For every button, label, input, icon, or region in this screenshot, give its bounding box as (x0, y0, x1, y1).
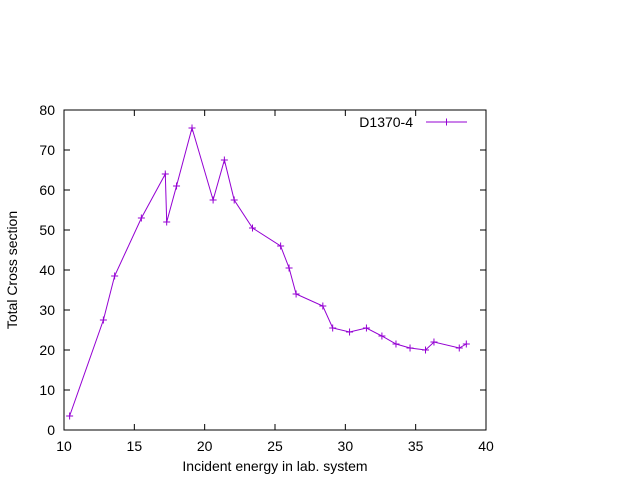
x-tick-label: 20 (197, 438, 213, 454)
legend-label-d1370-4: D1370-4 (359, 114, 413, 130)
x-tick-label: 10 (56, 438, 72, 454)
data-point (209, 196, 217, 204)
data-point (346, 328, 354, 336)
data-point (378, 332, 386, 340)
y-tick-label: 20 (39, 342, 55, 358)
series-line (69, 126, 467, 417)
data-point (137, 214, 145, 222)
series-layer (66, 124, 470, 420)
data-point (285, 264, 293, 272)
x-tick-label: 35 (408, 438, 424, 454)
y-axis-label: Total Cross section (4, 211, 20, 329)
data-point (462, 340, 470, 348)
data-point (430, 338, 438, 346)
y-tick-label: 60 (39, 182, 55, 198)
y-tick-label: 70 (39, 142, 55, 158)
data-point (230, 196, 238, 204)
data-point (329, 324, 337, 332)
data-point (292, 290, 300, 298)
y-tick-label: 30 (39, 302, 55, 318)
x-tick-label: 40 (478, 438, 494, 454)
y-tick-label: 0 (47, 422, 55, 438)
plot-frame (63, 109, 487, 431)
data-point (319, 302, 327, 310)
y-tick-label: 10 (39, 382, 55, 398)
data-point (455, 344, 463, 352)
y-tick-label: 40 (39, 262, 55, 278)
data-point (163, 218, 171, 226)
x-tick-label: 25 (267, 438, 283, 454)
data-point (99, 316, 107, 324)
data-point (392, 340, 400, 348)
y-tick-label: 50 (39, 222, 55, 238)
data-point (188, 124, 196, 132)
y-tick-label: 80 (39, 102, 55, 118)
data-point (220, 156, 228, 164)
data-point (66, 412, 74, 420)
x-axis-label: Incident energy in lab. system (182, 458, 367, 474)
data-point (362, 324, 370, 332)
data-point (277, 242, 285, 250)
data-point (173, 182, 181, 190)
data-point (111, 272, 119, 280)
data-point (161, 170, 169, 178)
data-point (422, 346, 430, 354)
legend-marker (443, 118, 450, 126)
data-point (248, 224, 256, 232)
x-tick-label: 30 (338, 438, 354, 454)
data-point (406, 344, 414, 352)
x-tick-label: 15 (127, 438, 143, 454)
legend: D1370-4 (359, 114, 467, 130)
